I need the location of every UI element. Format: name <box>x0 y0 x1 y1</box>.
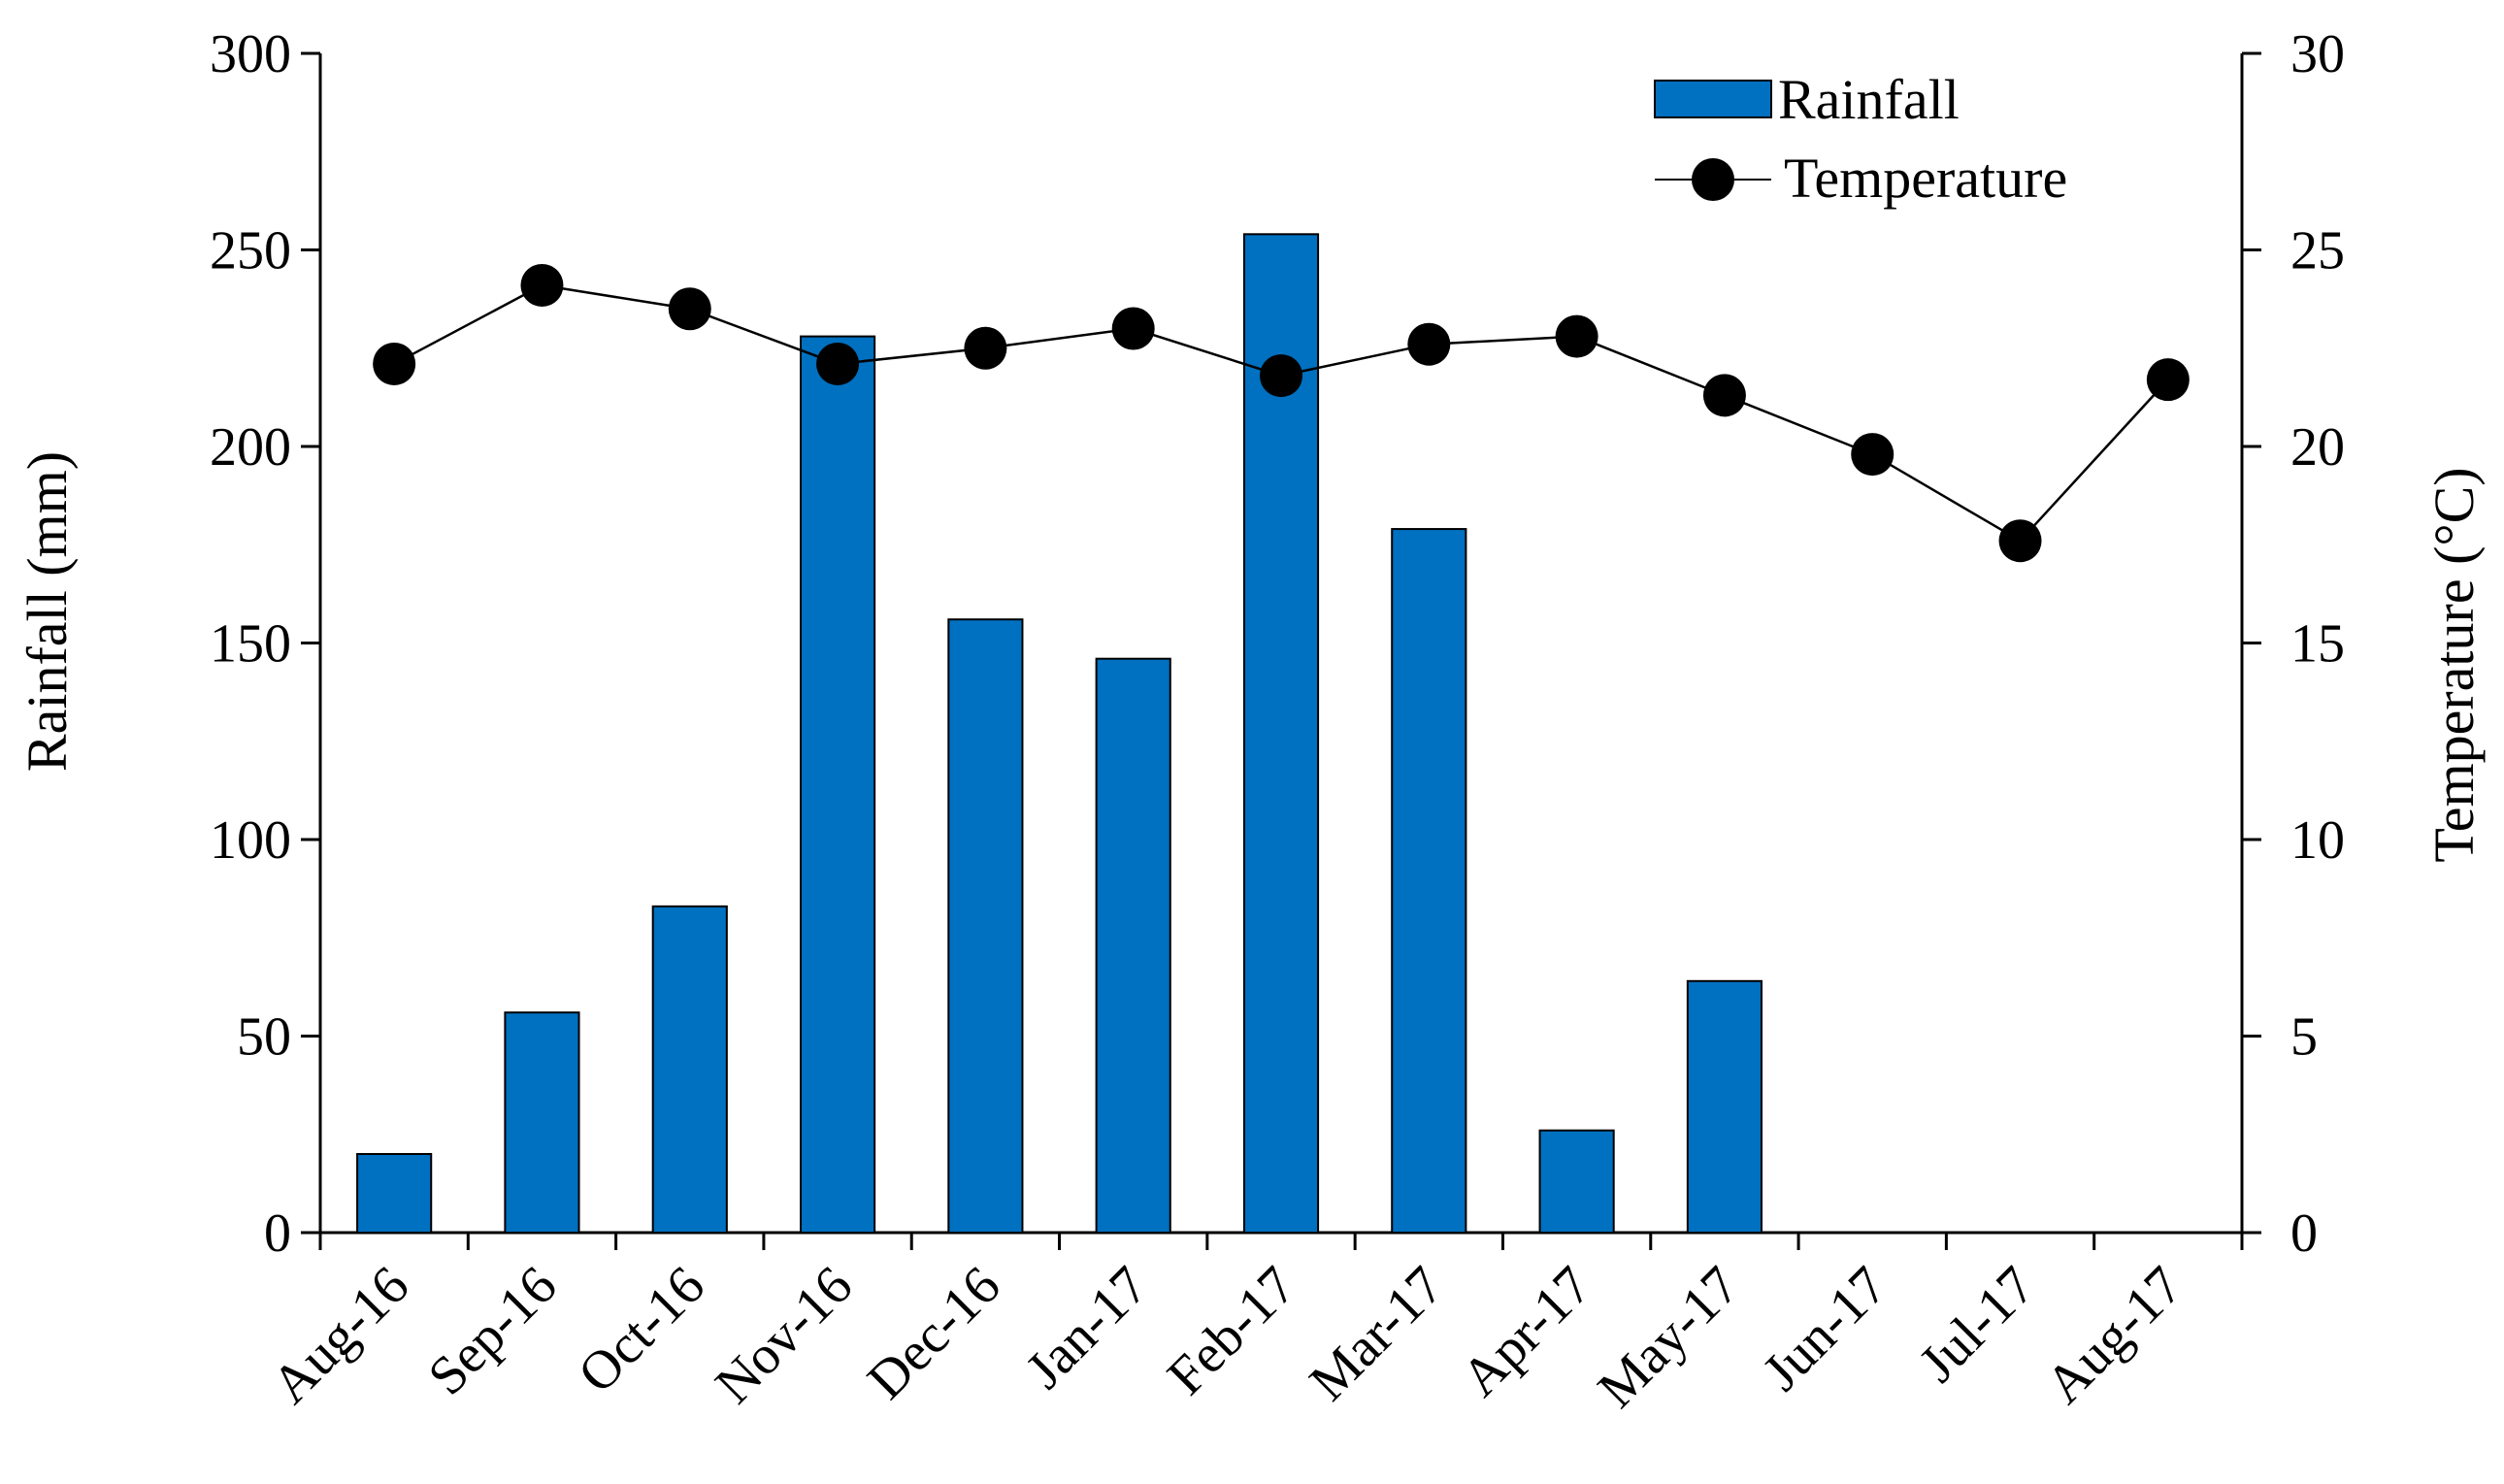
x-tick-label: Mar-17 <box>1299 1255 1456 1412</box>
temperature-point <box>1555 314 1598 358</box>
y-tick-label-right: 20 <box>2290 417 2345 478</box>
rainfall-bar <box>651 905 728 1234</box>
rainfall-bar <box>356 1153 433 1234</box>
rainfall-bar <box>1242 233 1320 1234</box>
legend-marker-temperature <box>1692 158 1734 201</box>
x-tick-label: Jun-17 <box>1752 1255 1899 1402</box>
y-tick-label-left: 150 <box>210 614 291 675</box>
x-tick-label: Sep-16 <box>417 1255 569 1406</box>
y-tick-label-left: 100 <box>210 810 291 871</box>
y-tick-label-right: 5 <box>2290 1007 2318 1068</box>
x-tick-label: May-17 <box>1587 1255 1751 1419</box>
legend-swatch-rainfall <box>1654 80 1772 118</box>
temperature-point <box>964 326 1007 370</box>
y-tick-label-left: 200 <box>210 417 291 478</box>
rainfall-bar <box>1095 657 1171 1234</box>
temperature-point <box>1702 374 1746 417</box>
x-tick-label: Aug-16 <box>261 1255 421 1415</box>
temperature-point <box>520 263 564 307</box>
x-tick-label: Jul-17 <box>1908 1255 2047 1394</box>
x-tick-label: Feb-17 <box>1156 1255 1307 1406</box>
temperature-line <box>373 263 2190 563</box>
y-axis-title-left: Rainfall (mm) <box>16 451 79 772</box>
temperature-point <box>1260 354 1302 398</box>
x-tick-label: Aug-17 <box>2034 1255 2194 1415</box>
y-tick-label-right: 15 <box>2290 614 2345 675</box>
temperature-point <box>1111 307 1155 350</box>
legend: Rainfall Temperature <box>1654 68 2067 210</box>
rainfall-bar <box>504 1011 580 1234</box>
temperature-point <box>1407 322 1451 366</box>
temperature-point <box>668 287 711 331</box>
y-tick-label-right: 30 <box>2290 24 2345 84</box>
y-tick-label-right: 10 <box>2290 810 2345 871</box>
x-tick-label: Nov-16 <box>704 1255 864 1415</box>
y-tick-label-right: 0 <box>2290 1204 2318 1264</box>
y-tick-label-left: 0 <box>264 1204 291 1264</box>
temperature-point <box>373 342 416 385</box>
rainfall-bar <box>800 335 876 1235</box>
rainfall-bar <box>1538 1129 1615 1234</box>
rainfall-bar <box>947 618 1024 1234</box>
y-axis-title-right: Temperature (°C) <box>2422 467 2486 862</box>
x-tick-label: Jan-17 <box>1014 1255 1159 1400</box>
x-tick-label: Apr-17 <box>1450 1255 1602 1407</box>
y-tick-label-left: 250 <box>210 221 291 281</box>
rainfall-bars <box>356 233 1763 1235</box>
temperature-point <box>816 342 860 385</box>
temperature-point <box>1851 433 1894 477</box>
y-tick-label-left: 50 <box>237 1007 291 1068</box>
legend-label-rainfall: Rainfall <box>1778 68 1960 131</box>
x-tick-label: Dec-16 <box>856 1255 1011 1410</box>
y-tick-label-left: 300 <box>210 24 291 84</box>
rainfall-bar <box>1391 528 1467 1234</box>
y-tick-label-right: 25 <box>2290 221 2345 281</box>
temperature-point <box>1998 519 2042 563</box>
temperature-point <box>2146 358 2190 402</box>
legend-label-temperature: Temperature <box>1784 147 2067 210</box>
x-tick-label: Oct-16 <box>567 1255 716 1404</box>
rainfall-bar <box>1686 979 1763 1234</box>
